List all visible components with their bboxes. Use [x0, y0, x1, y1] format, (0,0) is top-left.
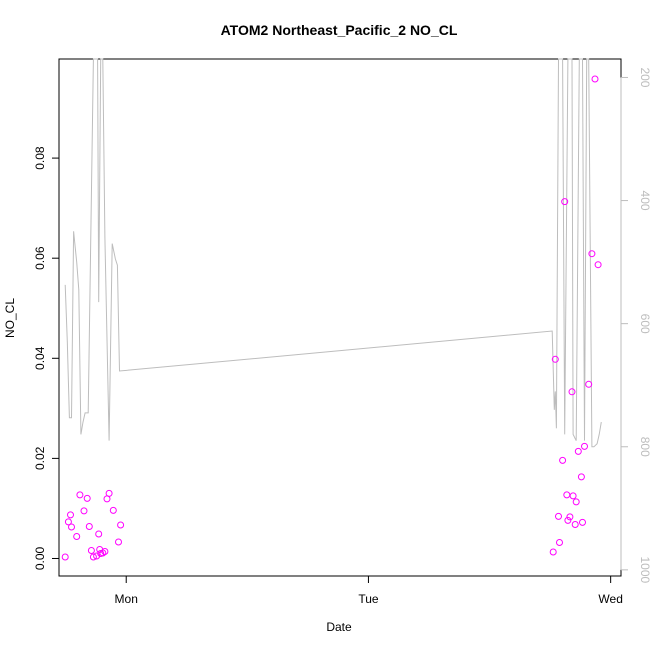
data-point — [89, 553, 97, 561]
y-tick-label: 0.06 — [33, 246, 47, 270]
data-point — [563, 491, 571, 499]
depth-line — [64, 58, 602, 448]
y-right-tick-label: 800 — [638, 437, 650, 457]
x-tick-label: Mon — [115, 592, 138, 606]
data-point — [571, 521, 579, 528]
data-point — [76, 491, 84, 499]
data-point — [561, 198, 569, 206]
data-point — [588, 250, 596, 258]
y-tick-label: 0.00 — [33, 546, 47, 570]
data-point — [566, 513, 574, 521]
y-right-tick-label: 200 — [638, 67, 650, 87]
data-point — [83, 494, 91, 502]
data-point — [572, 498, 580, 506]
data-point — [61, 553, 69, 561]
data-point — [581, 442, 588, 450]
data-point — [551, 355, 559, 363]
data-point — [67, 511, 74, 519]
y-axis-right: 200 400 600 800 1000 — [620, 67, 650, 584]
data-point — [99, 549, 107, 557]
data-point — [579, 518, 586, 526]
data-point — [117, 521, 125, 529]
data-point — [64, 518, 72, 526]
x-axis: Mon Tue Wed — [115, 575, 623, 606]
data-point — [101, 548, 109, 555]
x-axis-label: Date — [326, 620, 352, 634]
data-point — [577, 473, 585, 481]
y-tick-label: 0.08 — [33, 146, 47, 170]
y-axis: 0.00 0.02 0.04 0.06 0.08 — [33, 146, 60, 570]
data-point — [591, 75, 599, 83]
data-point — [85, 523, 93, 530]
y-tick-label: 0.02 — [33, 446, 47, 470]
data-point — [568, 388, 576, 396]
x-tick-label: Tue — [358, 592, 379, 606]
y-right-tick-label: 1000 — [638, 556, 650, 583]
data-point — [559, 456, 567, 464]
y-right-tick-label: 600 — [638, 314, 650, 334]
data-point — [555, 512, 562, 520]
y-tick-label: 0.04 — [33, 346, 47, 370]
data-point — [585, 380, 593, 388]
data-point — [569, 492, 577, 500]
data-point — [73, 533, 81, 540]
y-axis-label: NO_CL — [3, 298, 17, 338]
depth-series — [64, 58, 602, 448]
data-point — [109, 506, 117, 514]
data-point — [80, 507, 88, 515]
no-cl-series — [61, 75, 602, 561]
y-right-tick-label: 400 — [638, 191, 650, 211]
data-point — [87, 547, 95, 554]
plot-frame — [58, 58, 622, 577]
data-point — [68, 523, 75, 531]
data-point — [105, 489, 113, 497]
data-point — [564, 516, 572, 524]
data-point — [95, 530, 103, 538]
x-tick-label: Wed — [598, 592, 622, 606]
data-point — [556, 539, 563, 546]
data-point — [115, 538, 122, 546]
chart-title: ATOM2 Northeast_Pacific_2 NO_CL — [221, 22, 458, 38]
data-point — [594, 261, 602, 269]
data-point — [574, 447, 582, 455]
data-point — [549, 548, 557, 556]
